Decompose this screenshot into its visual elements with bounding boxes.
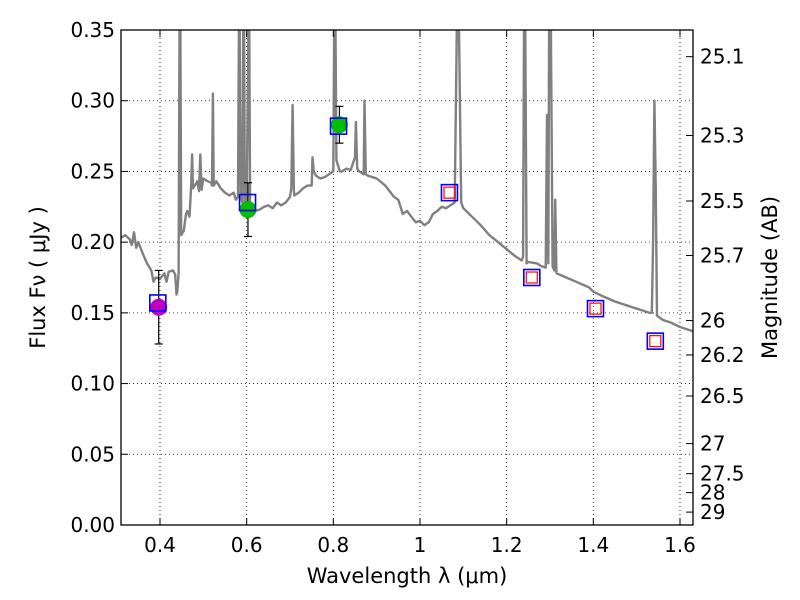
mag-tick-label: 26.2	[700, 343, 745, 367]
y-tick-label: 0.25	[70, 159, 115, 183]
upper-limit-square	[589, 302, 602, 315]
upper-limit-square	[443, 186, 456, 199]
mag-tick-label: 26	[700, 309, 725, 333]
plot-frame	[120, 29, 694, 526]
x-tick-label: 1.4	[577, 533, 609, 557]
y-tick-label: 0.20	[70, 230, 115, 254]
upper-limit-square	[649, 335, 662, 348]
x-tick-label: 1	[414, 533, 427, 557]
observed-flux-point	[239, 201, 257, 219]
x-tick-label: 1.6	[664, 533, 696, 557]
model-spectrum-line	[121, 30, 693, 333]
y2-axis-label: Magnitude (AB)	[758, 196, 782, 359]
x-tick-label: 0.6	[231, 533, 263, 557]
x-tick-label: 1.2	[491, 533, 523, 557]
model-flux-square	[440, 183, 459, 202]
x-tick-label: 0.8	[317, 533, 349, 557]
y-axis-label: Flux Fν ( μJy )	[26, 206, 50, 349]
model-flux-square	[586, 299, 605, 318]
mag-tick-label: 27	[700, 432, 725, 456]
x-tick-label: 0.4	[144, 533, 176, 557]
y-tick-label: 0.15	[70, 301, 115, 325]
mag-tick-label: 28	[700, 481, 725, 505]
grid	[121, 30, 693, 525]
axis-ticks: 0.4 0.6 0.8 1 1.2 1.4 1.6 0.00 0.05 0.10 0.15 0.20 0…	[70, 18, 744, 557]
x-axis-label: Wavelength λ (μm)	[307, 564, 508, 588]
model-flux-square	[329, 117, 348, 135]
mag-tick-label: 25.1	[700, 45, 745, 69]
y-tick-label: 0.00	[70, 513, 115, 537]
y-tick-label: 0.35	[70, 18, 115, 42]
y-tick-label: 0.05	[70, 442, 115, 466]
mag-tick-label: 29	[700, 500, 725, 524]
model-flux-square	[238, 193, 257, 212]
mag-tick-label: 25.5	[700, 189, 745, 213]
mag-tick-label: 26.5	[700, 384, 745, 408]
model-flux-square	[646, 332, 665, 350]
observed-flux-point	[330, 116, 348, 134]
plot-area	[121, 30, 693, 350]
y-tick-label: 0.30	[70, 89, 115, 113]
model-flux-square	[149, 294, 167, 312]
model-flux-square	[522, 268, 541, 287]
observed-flux-point	[150, 298, 168, 316]
upper-limit-square	[525, 271, 538, 284]
mag-tick-label: 25.7	[700, 244, 745, 268]
y-tick-label: 0.10	[70, 372, 115, 396]
mag-tick-label: 25.3	[700, 123, 745, 147]
plot-content	[121, 30, 693, 350]
mag-tick-label: 27.5	[700, 462, 745, 486]
